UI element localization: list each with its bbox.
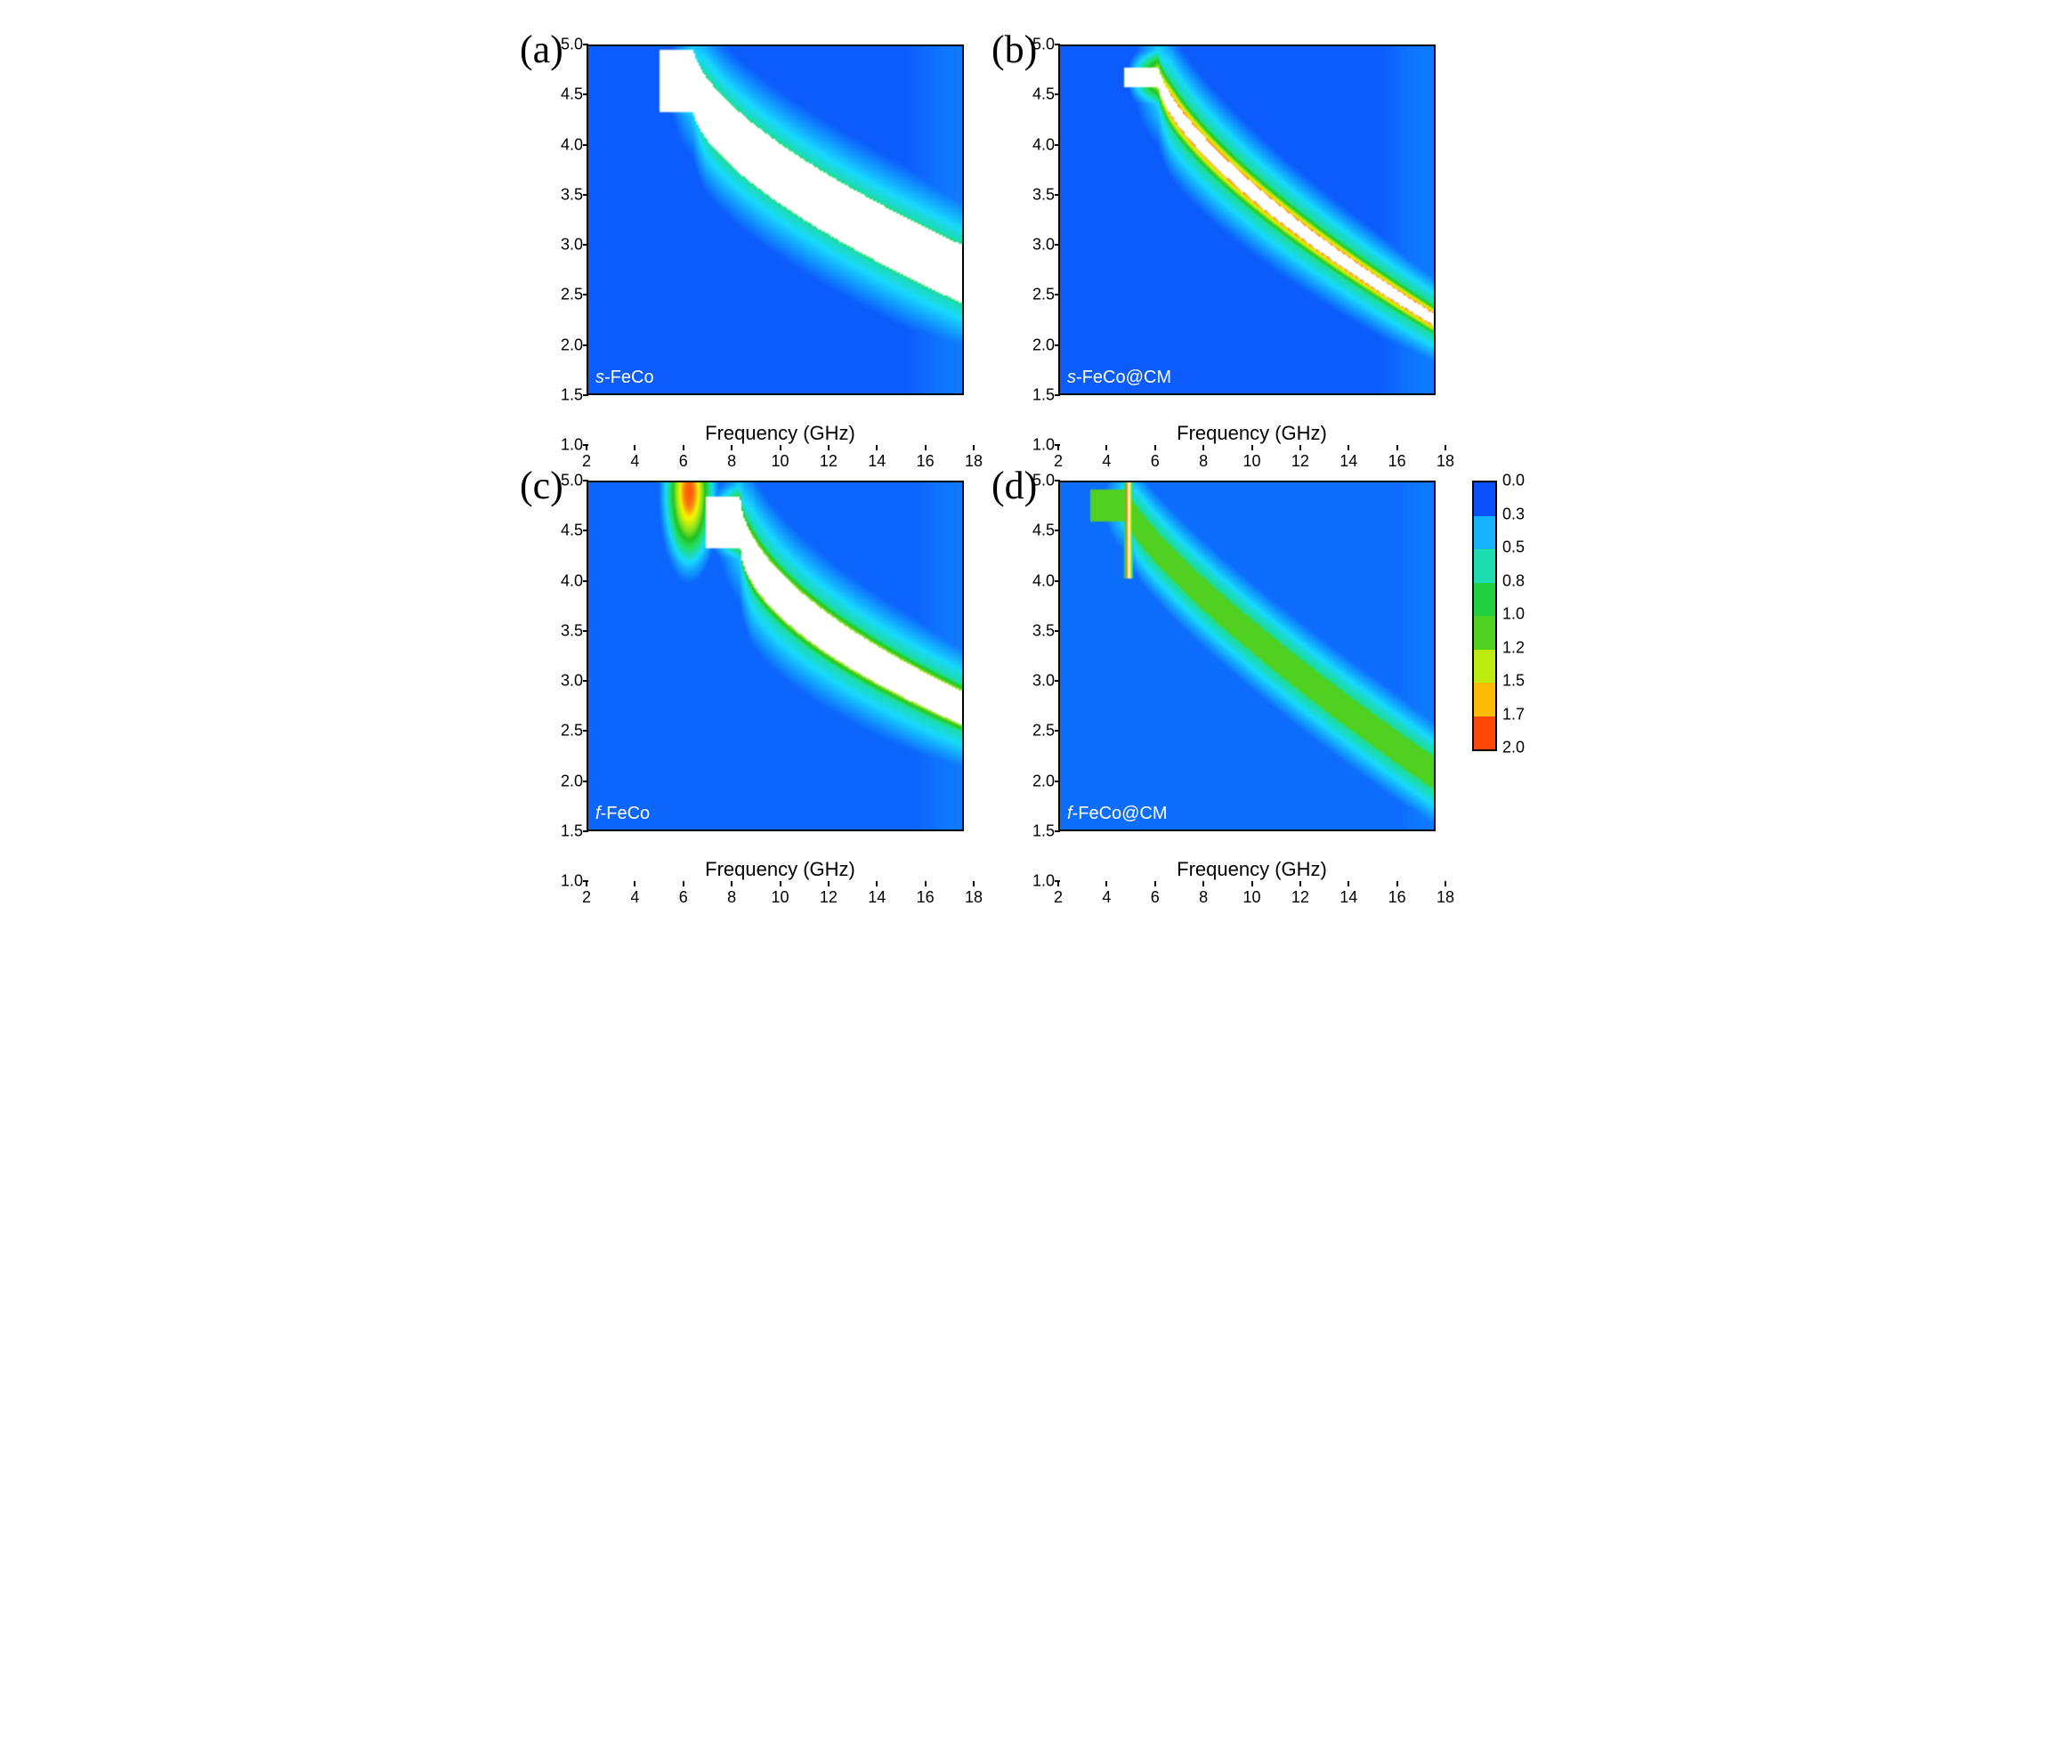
x-tick: 12: [1291, 888, 1309, 907]
x-tick: 18: [965, 452, 983, 471]
x-tick: 10: [1242, 888, 1260, 907]
x-tick: 16: [1388, 888, 1406, 907]
y-tick: 3.0: [1032, 672, 1055, 691]
colorbar-tick: 0.3: [1502, 505, 1525, 523]
colorbar-tick: 0.0: [1502, 472, 1525, 490]
x-axis-label: Frequency (GHz): [1058, 422, 1445, 445]
y-tick: 5.0: [561, 36, 583, 54]
y-tick: 2.0: [1032, 336, 1055, 354]
y-tick: 1.5: [1032, 385, 1055, 404]
x-tick: 10: [771, 888, 789, 907]
x-tick: 18: [965, 888, 983, 907]
y-tick: 2.5: [1032, 286, 1055, 304]
y-tick: 2.0: [561, 336, 583, 354]
heatmap-plot: f-FeCo: [587, 481, 964, 831]
x-tick: 2: [1054, 888, 1063, 907]
y-tick: 5.0: [1032, 36, 1055, 54]
y-tick: 1.5: [561, 821, 583, 840]
x-tick: 12: [1291, 452, 1309, 471]
heatmap-plot: f-FeCo@CM: [1058, 481, 1436, 831]
x-tick: 14: [868, 452, 886, 471]
y-tick: 3.5: [1032, 185, 1055, 204]
y-tick: 4.5: [561, 85, 583, 104]
y-tick: 1.0: [561, 872, 583, 891]
figure-grid: (a)Thickness (mm)s-FeCo1.01.52.02.53.03.…: [529, 36, 1543, 881]
y-tick: 4.0: [561, 135, 583, 154]
y-tick: 1.0: [561, 436, 583, 455]
x-axis-label: Frequency (GHz): [587, 858, 974, 881]
y-tick: 3.5: [561, 185, 583, 204]
panel-a: (a)Thickness (mm)s-FeCo1.01.52.02.53.03.…: [529, 36, 974, 445]
y-tick: 1.0: [1032, 436, 1055, 455]
sample-label: s-FeCo@CM: [1067, 368, 1171, 388]
panel-c: (c)Thickness (mm)f-FeCo1.01.52.02.53.03.…: [529, 472, 974, 881]
colorbar-tick: 0.5: [1502, 538, 1525, 557]
x-tick: 4: [630, 888, 639, 907]
colorbar-tick: 1.0: [1502, 605, 1525, 624]
y-tick: 3.0: [1032, 236, 1055, 255]
x-tick: 18: [1437, 452, 1454, 471]
heatmap-plot: s-FeCo@CM: [1058, 45, 1436, 395]
x-tick: 12: [820, 888, 838, 907]
x-tick: 16: [917, 888, 935, 907]
y-tick: 1.0: [1032, 872, 1055, 891]
y-tick: 4.5: [561, 522, 583, 540]
y-tick: 1.5: [1032, 821, 1055, 840]
x-tick: 2: [582, 888, 591, 907]
panel-d: (d)Thickness (mm)f-FeCo@CM1.01.52.02.53.…: [1000, 472, 1445, 881]
x-tick: 4: [1102, 452, 1111, 471]
x-axis-label: Frequency (GHz): [587, 422, 974, 445]
sample-label: s-FeCo: [595, 368, 654, 388]
x-tick: 14: [868, 888, 886, 907]
x-tick: 8: [727, 888, 736, 907]
x-tick: 14: [1340, 452, 1357, 471]
sample-label: f-FeCo@CM: [1067, 804, 1168, 824]
x-tick: 6: [1151, 888, 1160, 907]
x-tick: 16: [917, 452, 935, 471]
x-tick: 12: [820, 452, 838, 471]
y-tick: 5.0: [1032, 472, 1055, 490]
y-tick: 2.5: [561, 722, 583, 740]
panel-b: (b)Thickness (mm)s-FeCo@CM1.01.52.02.53.…: [1000, 36, 1445, 445]
y-tick: 4.5: [1032, 85, 1055, 104]
colorbar-tick: 0.8: [1502, 571, 1525, 590]
y-tick: 2.0: [561, 772, 583, 790]
x-tick: 6: [679, 888, 688, 907]
x-tick: 4: [630, 452, 639, 471]
x-tick: 6: [1151, 452, 1160, 471]
y-tick: 4.5: [1032, 522, 1055, 540]
y-tick: 3.0: [561, 672, 583, 691]
y-tick: 4.0: [1032, 135, 1055, 154]
y-tick: 2.5: [561, 286, 583, 304]
x-tick: 8: [1199, 452, 1208, 471]
x-tick: 16: [1388, 452, 1406, 471]
x-tick: 6: [679, 452, 688, 471]
x-tick: 10: [1242, 452, 1260, 471]
y-tick: 4.0: [1032, 571, 1055, 590]
colorbar: 0.00.30.50.81.01.21.51.72.0: [1472, 481, 1543, 881]
heatmap-plot: s-FeCo: [587, 45, 964, 395]
sample-label: f-FeCo: [595, 804, 650, 824]
x-tick: 4: [1102, 888, 1111, 907]
x-axis-label: Frequency (GHz): [1058, 858, 1445, 881]
y-tick: 1.5: [561, 385, 583, 404]
x-tick: 2: [1054, 452, 1063, 471]
y-tick: 2.5: [1032, 722, 1055, 740]
y-tick: 3.0: [561, 236, 583, 255]
y-tick: 2.0: [1032, 772, 1055, 790]
x-tick: 8: [1199, 888, 1208, 907]
x-tick: 18: [1437, 888, 1454, 907]
colorbar-tick: 2.0: [1502, 739, 1525, 757]
x-tick: 14: [1340, 888, 1357, 907]
x-tick: 10: [771, 452, 789, 471]
x-tick: 8: [727, 452, 736, 471]
y-tick: 3.5: [561, 621, 583, 640]
y-tick: 4.0: [561, 571, 583, 590]
colorbar-tick: 1.7: [1502, 705, 1525, 724]
y-tick: 5.0: [561, 472, 583, 490]
colorbar-tick: 1.2: [1502, 638, 1525, 657]
y-tick: 3.5: [1032, 621, 1055, 640]
colorbar-tick: 1.5: [1502, 672, 1525, 691]
x-tick: 2: [582, 452, 591, 471]
